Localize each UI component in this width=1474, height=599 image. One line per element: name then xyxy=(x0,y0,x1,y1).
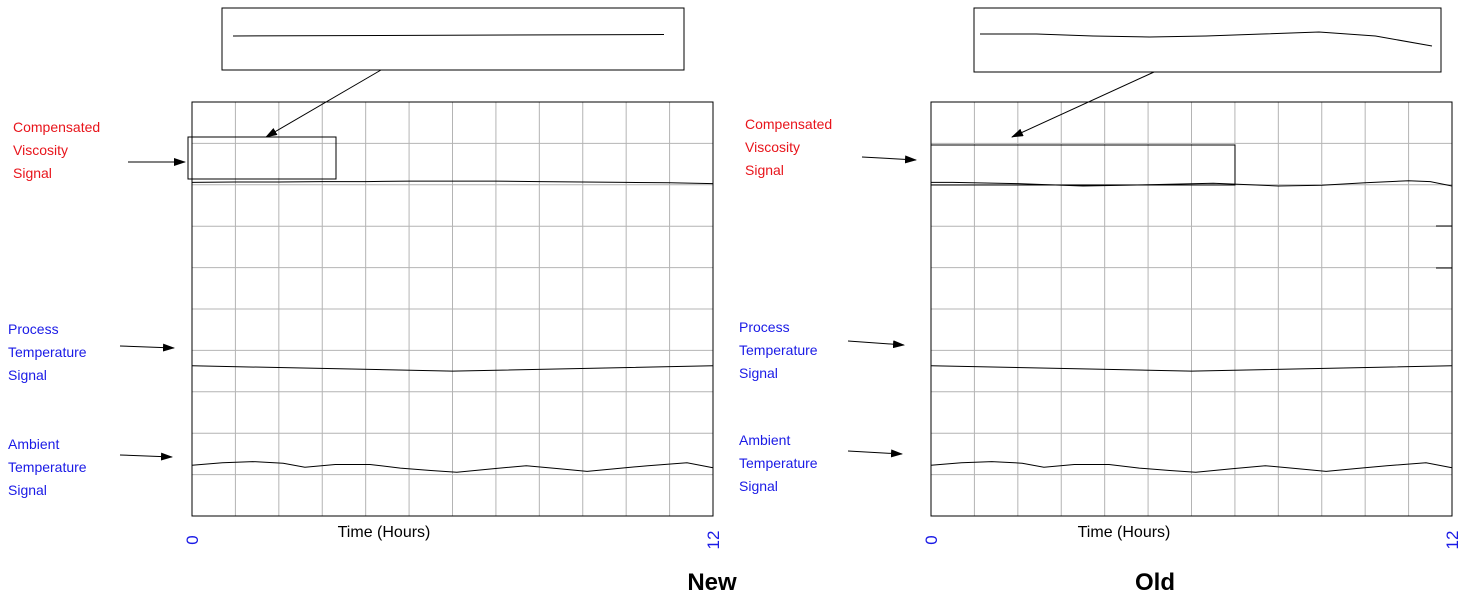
x-tick-label-start: 0 xyxy=(922,535,941,544)
process-signal-label-line: Process xyxy=(8,321,59,337)
panel-title: New xyxy=(687,569,737,596)
process-label-arrow xyxy=(119,343,175,352)
x-tick-label-start: 0 xyxy=(183,535,202,544)
plot-frame xyxy=(191,101,714,517)
process-signal-line xyxy=(930,365,1453,372)
panel-title: Old xyxy=(1135,569,1175,596)
viscosity-signal-label-line: Compensated xyxy=(13,119,100,135)
ambient-label-arrow xyxy=(847,449,903,458)
ambient-signal-label: Ambient Temperature Signal xyxy=(739,432,818,494)
zoom-arrow xyxy=(1011,71,1155,138)
ambient-signal-label-line: Temperature xyxy=(739,455,818,471)
x-tick-label-end: 12 xyxy=(1443,531,1462,550)
zoom-callout-box xyxy=(221,7,685,71)
process-signal-line xyxy=(191,365,714,372)
ambient-signal-label-line: Temperature xyxy=(8,459,87,475)
x-axis-title: Time (Hours) xyxy=(1078,524,1171,541)
chart-panel-old: Compensated Viscosity Signal Process Tempera… xyxy=(739,7,1462,596)
process-signal-label: Process Temperature Signal xyxy=(739,319,818,381)
viscosity-signal-label-line: Viscosity xyxy=(13,142,68,158)
viscosity-signal-line xyxy=(191,180,714,185)
x-tick-label-end: 12 xyxy=(704,531,723,550)
zoom-region-box xyxy=(930,144,1236,186)
viscosity-signal-label-line: Signal xyxy=(745,162,784,178)
ambient-signal-label: Ambient Temperature Signal xyxy=(8,436,87,498)
ambient-signal-label-line: Ambient xyxy=(739,432,790,448)
zoom-callout-line xyxy=(232,34,665,37)
viscosity-signal-line xyxy=(931,180,1453,187)
process-signal-label-line: Process xyxy=(739,319,790,335)
ambient-label-arrow xyxy=(119,452,173,461)
process-signal-label: Process Temperature Signal xyxy=(8,321,87,383)
process-signal-label-line: Signal xyxy=(8,367,47,383)
chart-panel-new: Compensated Viscosity Signal Process Tempera… xyxy=(8,7,737,596)
viscosity-signal-label-line: Compensated xyxy=(745,116,832,132)
process-signal-label-line: Temperature xyxy=(8,344,87,360)
viscosity-signal-label-line: Viscosity xyxy=(745,139,800,155)
process-label-arrow xyxy=(847,340,905,349)
ambient-signal-label-line: Signal xyxy=(8,482,47,498)
viscosity-signal-label: Compensated Viscosity Signal xyxy=(745,116,832,178)
process-signal-label-line: Temperature xyxy=(739,342,818,358)
viscosity-signal-label-line: Signal xyxy=(13,165,52,181)
viscosity-label-arrow xyxy=(861,155,917,164)
x-axis-title: Time (Hours) xyxy=(338,524,431,541)
zoom-callout-box xyxy=(973,7,1442,73)
ambient-signal-label-line: Ambient xyxy=(8,436,59,452)
process-signal-label-line: Signal xyxy=(739,365,778,381)
viscosity-signal-label: Compensated Viscosity Signal xyxy=(13,119,100,181)
ambient-signal-label-line: Signal xyxy=(739,478,778,494)
plot-frame xyxy=(930,101,1453,517)
ambient-signal-line xyxy=(191,461,714,473)
ambient-signal-line xyxy=(930,461,1453,473)
zoom-arrow xyxy=(265,69,382,138)
zoom-region-box xyxy=(187,136,337,180)
zoom-callout-line xyxy=(980,31,1433,47)
